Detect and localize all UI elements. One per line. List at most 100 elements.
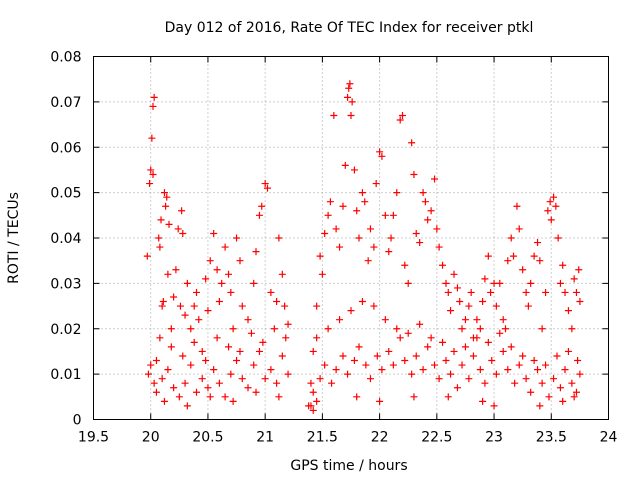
data-point — [355, 234, 363, 242]
data-point — [160, 397, 168, 405]
data-point — [179, 229, 187, 237]
data-point — [187, 325, 195, 333]
data-point — [561, 288, 569, 296]
data-point — [183, 279, 191, 287]
data-point — [453, 384, 461, 392]
data-point — [519, 266, 527, 274]
data-point — [504, 257, 512, 265]
data-point — [564, 347, 572, 355]
data-point — [473, 334, 481, 342]
data-point — [538, 379, 546, 387]
data-point — [435, 243, 443, 251]
data-point — [427, 334, 435, 342]
data-point — [307, 402, 315, 410]
data-point — [515, 225, 523, 233]
data-point — [238, 375, 246, 383]
data-point — [150, 379, 158, 387]
data-point — [202, 275, 210, 283]
data-point — [244, 384, 252, 392]
data-point — [439, 261, 447, 269]
data-point — [408, 370, 416, 378]
data-point — [187, 361, 195, 369]
data-point — [444, 393, 452, 401]
data-point — [244, 316, 252, 324]
data-point — [250, 279, 258, 287]
data-point — [372, 180, 380, 188]
data-point — [385, 248, 393, 256]
data-point — [366, 375, 374, 383]
data-point — [172, 266, 180, 274]
data-point — [221, 243, 229, 251]
data-point — [330, 111, 338, 119]
data-point — [162, 202, 170, 210]
data-point — [358, 298, 366, 306]
data-point — [364, 257, 372, 265]
data-point — [496, 329, 504, 337]
data-point — [527, 279, 535, 287]
data-point — [278, 352, 286, 360]
data-point — [255, 347, 263, 355]
data-point — [522, 288, 530, 296]
x-tick-label: 23.5 — [536, 430, 567, 446]
data-point — [504, 366, 512, 374]
data-point — [542, 361, 550, 369]
data-point — [522, 375, 530, 383]
data-point — [252, 388, 260, 396]
data-point — [376, 148, 384, 156]
data-point — [190, 338, 198, 346]
data-point — [572, 288, 580, 296]
data-point — [550, 375, 558, 383]
data-point — [353, 207, 361, 215]
data-point — [353, 393, 361, 401]
data-point — [350, 357, 358, 365]
data-point — [318, 270, 326, 278]
data-point — [181, 379, 189, 387]
y-tick-label: 0.04 — [50, 231, 81, 247]
x-tick-label: 24 — [600, 430, 618, 446]
data-point — [164, 270, 172, 278]
data-point — [404, 279, 412, 287]
y-tick-label: 0.01 — [50, 367, 81, 383]
data-point — [147, 361, 155, 369]
data-point — [439, 338, 447, 346]
data-point — [536, 402, 544, 410]
data-point — [419, 366, 427, 374]
data-point — [399, 111, 406, 119]
data-point — [412, 352, 420, 360]
y-tick-label: 0.02 — [50, 322, 81, 338]
data-point — [332, 225, 340, 233]
data-point — [433, 225, 441, 233]
data-point — [568, 379, 576, 387]
data-point — [316, 375, 324, 383]
data-point — [225, 343, 233, 351]
data-point — [465, 375, 473, 383]
x-tick-label: 22 — [371, 430, 389, 446]
data-point — [225, 270, 233, 278]
data-point — [170, 293, 178, 301]
data-point — [546, 198, 554, 206]
data-point — [152, 388, 160, 396]
data-point — [507, 234, 515, 242]
data-point — [534, 239, 542, 247]
axis-ticks: 19.5 20 20.5 21 21.5 22 22.5 23 23.5 24 0 0.01 0.02 0… — [50, 50, 617, 446]
data-point — [479, 397, 487, 405]
data-point — [559, 261, 567, 269]
data-point — [361, 198, 369, 206]
data-point — [396, 334, 404, 342]
data-point — [381, 316, 389, 324]
data-point — [206, 257, 214, 265]
data-point — [424, 216, 432, 224]
data-point — [461, 343, 469, 351]
data-point — [570, 393, 578, 401]
data-point — [204, 307, 212, 315]
data-point — [324, 325, 332, 333]
data-point — [157, 216, 165, 224]
x-tick-label: 21 — [256, 430, 274, 446]
data-point — [370, 243, 378, 251]
data-point — [309, 347, 317, 355]
data-point — [507, 343, 515, 351]
data-point — [556, 384, 564, 392]
data-point — [515, 361, 523, 369]
data-point — [190, 302, 198, 310]
